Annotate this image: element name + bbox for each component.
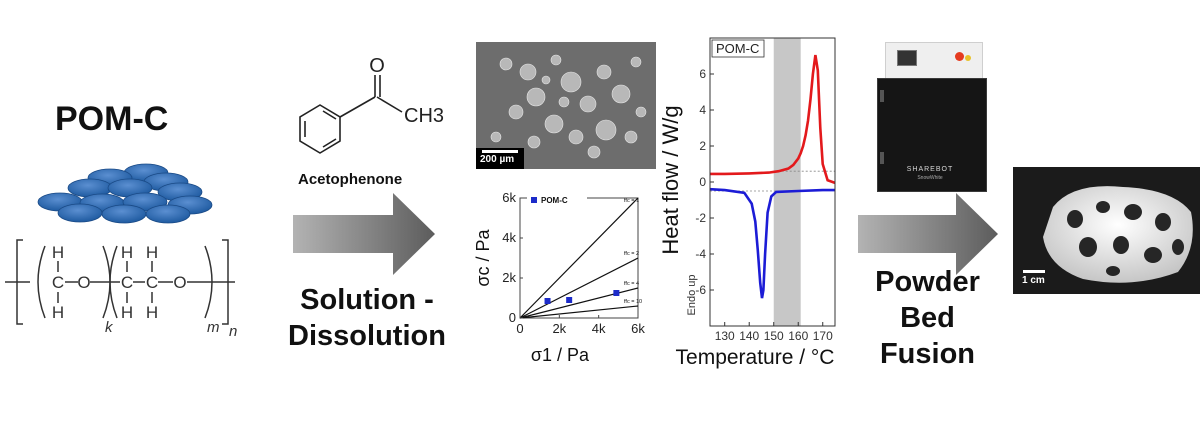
scale-bar-label: 200 µm [480, 154, 515, 165]
y-tick-label: 0 [509, 310, 516, 325]
formula-atom: H [52, 243, 64, 262]
pom-copolymer-formula: H C H O H C H H C H O k m n [5, 239, 237, 340]
flow-function-line [519, 197, 639, 319]
x-axis-label: σ1 / Pa [531, 345, 590, 365]
printed-part-photo: 1 cm [1013, 167, 1200, 294]
printer-brand: SHAREBOT [906, 166, 954, 173]
printer-display [897, 50, 917, 66]
endo-up-label: Endo up [686, 275, 698, 316]
legend-box [527, 195, 587, 206]
data-point [566, 297, 573, 303]
x-tick-label: 4k [592, 321, 606, 336]
flow-function-label: ffc = 2 [624, 251, 639, 257]
formula-atom: H [146, 243, 158, 262]
step-pbf-line1: Powder [875, 266, 980, 298]
x-tick-label: 0 [516, 321, 523, 336]
scale-bar [482, 150, 518, 153]
formula-atom: O [77, 273, 90, 292]
formula-atom: H [121, 243, 133, 262]
indicator-light [965, 55, 971, 61]
formula-atom: H [121, 303, 133, 322]
step-pbf-line3: Fusion [879, 338, 976, 370]
y-tick-label: -6 [695, 283, 706, 297]
flow-function-label: ffc = 4 [624, 281, 639, 287]
formula-atom: H [146, 303, 158, 322]
shaded-region [773, 38, 801, 326]
step-pbf-line2: Bed [900, 302, 955, 334]
chart-label: POM-C [716, 41, 759, 56]
sem-micrograph: 200 µm [476, 42, 656, 169]
y-axis-label: σc / Pa [473, 228, 493, 286]
powder-particles-image [490, 54, 647, 159]
solvent-name: Acetophenone [298, 171, 403, 188]
subscript-k: k [105, 319, 114, 336]
arrow-right-icon [293, 193, 435, 275]
printer-image: SHAREBOT SnowWhite [875, 42, 987, 192]
x-axis-label: Temperature / °C [676, 346, 835, 369]
scale-bar-label: 1 cm [1022, 275, 1045, 286]
y-axis-label: Heat flow / W/g [658, 105, 683, 254]
dsc-chart: 130 140 150 160 170 6 4 2 0 -2 -4 -6 POM-C Endo up… [658, 37, 836, 369]
x-tick-label: 160 [788, 329, 808, 343]
formula-atom: C [52, 273, 64, 292]
x-tick-label: 140 [739, 329, 759, 343]
printer-model: SnowWhite [917, 175, 943, 181]
arrow-right-icon [858, 193, 998, 275]
flow-function-line [519, 257, 639, 319]
formula-atom: C [121, 273, 133, 292]
scale-bar-box [476, 148, 524, 169]
flow-function-label: ffc = 10 [624, 299, 642, 305]
printer-body [877, 78, 987, 192]
acetophenone-structure: O CH3 [299, 55, 444, 154]
x-tick-label: 6k [631, 321, 645, 336]
formula-atom: H [52, 303, 64, 322]
legend-label: POM-C [541, 196, 568, 205]
plot-frame [709, 37, 836, 327]
y-tick-label: -2 [695, 211, 706, 225]
x-tick-label: 170 [813, 329, 833, 343]
step-dissolution-line2: Dissolution [288, 320, 446, 352]
heating-curve [710, 54, 836, 185]
data-point [544, 298, 551, 304]
step-pbf-label: Powder Bed Fusion [855, 264, 1000, 372]
chart-label-box [711, 39, 765, 58]
x-tick-label: 130 [715, 329, 735, 343]
data-point [613, 290, 620, 296]
printer-hinge [880, 152, 884, 164]
scale-bar [1023, 270, 1045, 273]
methyl-group: CH3 [404, 105, 444, 127]
formula-atom: C [146, 273, 158, 292]
powder-pile-illustration [37, 163, 213, 224]
x-tick-label: 150 [764, 329, 784, 343]
y-tick-label: 4k [502, 230, 516, 245]
legend-marker [531, 197, 537, 203]
y-tick-label: 2 [699, 139, 706, 153]
flowability-chart: ffc = 1 ffc = 2 ffc = 4 ffc = 10 0 2k 4k 6k 0 2… [473, 190, 645, 365]
y-tick-label: 6 [699, 67, 706, 81]
y-tick-label: 6k [502, 190, 516, 205]
cooling-curve [709, 187, 835, 299]
porous-part-image [1043, 186, 1193, 283]
subscript-m: m [207, 319, 220, 336]
subscript-n: n [229, 323, 237, 340]
y-tick-label: 0 [699, 175, 706, 189]
step-dissolution-label: Solution - Dissolution [272, 282, 462, 354]
formula-atom: O [173, 273, 186, 292]
step-dissolution-line1: Solution - [300, 284, 434, 316]
y-tick-label: 4 [699, 103, 706, 117]
flow-function-line [519, 305, 639, 319]
material-title: POM-C [55, 100, 169, 138]
carbonyl-oxygen: O [369, 55, 385, 77]
y-tick-label: 2k [502, 270, 516, 285]
y-tick-label: -4 [695, 247, 706, 261]
flow-function-label: ffc = 1 [624, 198, 639, 204]
printer-hinge [880, 90, 884, 102]
x-tick-label: 2k [552, 321, 566, 336]
emergency-stop-button [955, 52, 964, 61]
